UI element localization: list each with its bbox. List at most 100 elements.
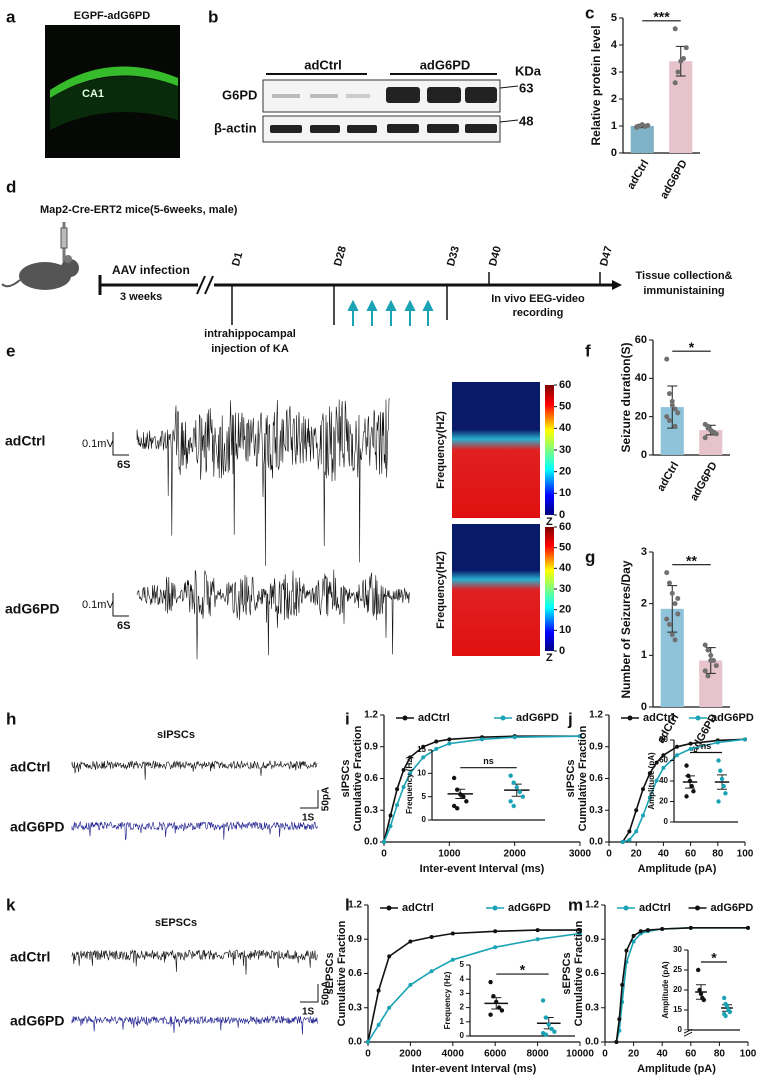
y-axis-label: sIPSCs [565,760,577,798]
eeg-label: recording [513,307,564,319]
bands [270,87,497,133]
series-marker [624,948,629,953]
colorbar-tick-label: 60 [559,379,571,391]
series-marker [395,787,400,792]
colorbar-tick-label: 60 [559,521,571,533]
colorbar [545,527,554,651]
blot [262,115,501,143]
day-label: D28 [332,245,349,268]
y-axis-label: sEPSCs [324,952,336,994]
series-marker [401,784,406,789]
region-label: CA1 [82,88,104,100]
data-point [702,642,708,648]
panel-letter: e [6,341,15,360]
y-axis-label: Amplitude (pA) [661,961,670,1019]
data-point [686,773,691,779]
data-point [687,778,693,784]
y-tick-label: 4 [611,39,618,51]
series-marker [641,813,645,818]
series-marker [645,928,650,933]
y-tick-label: 1 [611,120,617,132]
data-point [666,621,672,627]
panel-letter: c [585,3,594,22]
y-tick-label: 2 [641,598,647,610]
data-point [514,785,519,790]
series-marker [408,771,413,776]
timeline-break [196,275,214,295]
data-point [669,632,675,638]
panel-letter: k [6,895,16,914]
colorbar-label: Z [546,652,553,664]
y-tick-label: 0.9 [589,741,603,752]
series-marker [647,795,652,800]
series-marker [387,954,392,959]
legend-label: adG6PD [711,712,754,724]
significance-label: *** [653,9,670,25]
series-marker [395,802,400,807]
category-label: adCtrl [655,460,681,494]
data-point [543,1015,549,1020]
y-tick-label: 25 [673,965,682,974]
data-point [552,1029,557,1034]
data-point [716,758,721,763]
colorbar-tick-label: 30 [559,444,571,456]
series-marker [743,737,747,742]
series-marker [434,739,439,744]
y-axis-label: Cumulative Fraction [577,725,589,831]
series-marker [661,765,666,770]
colorbar-tick-label: 0 [559,509,565,521]
data-point [458,792,463,797]
series-marker [578,928,582,933]
data-point [664,570,670,576]
series-marker [675,753,679,758]
y-tick-label: 4 [460,974,465,983]
data-point [451,775,457,781]
colorbar-tick-label: 50 [559,401,571,413]
series-marker [387,1005,392,1010]
series-line [622,738,746,843]
y-tick-label: 0 [611,147,617,159]
colorbar-tick-label: 40 [559,562,571,574]
series-line [615,927,748,1043]
group-label: adCtrl [5,433,45,449]
y-tick-label: 1.2 [585,900,599,911]
series-marker [493,929,498,934]
series-marker [688,746,693,751]
data-point [718,768,723,773]
y-tick-label: 1 [641,649,647,661]
data-point [681,56,687,61]
y-tick-label: 40 [635,372,647,384]
x-axis-label: Inter-event Interval (ms) [420,863,545,875]
series-marker [631,933,636,938]
time-label: 6S [117,459,130,471]
series-marker [614,1040,619,1044]
data-point [672,406,678,412]
x-tick-label: 0 [602,1049,608,1060]
group-label: adCtrl [10,759,50,775]
data-point [496,1005,502,1010]
data-point [672,601,678,607]
y-tick-label: 0 [678,1025,683,1034]
panel-letter: g [585,547,595,566]
freq-label: Frequency(HZ) [435,411,447,489]
size-label: 63 [519,80,533,95]
data-point [669,398,675,404]
spectrogram [452,382,540,518]
series-marker [578,931,582,936]
y-tick-label: 1 [460,1017,465,1026]
group-label: adG6PD [5,601,59,617]
series-marker [429,934,434,939]
y-tick-label: 60 [659,756,668,765]
time-label: 6S [117,620,130,632]
data-point [454,806,460,811]
data-point [672,423,678,429]
scale-bar [300,790,319,809]
x-tick-label: 40 [658,849,670,860]
data-point [698,991,704,997]
y-axis-label: Number of Seizures/Day [619,560,633,698]
legend-marker [695,715,701,721]
significance-label: * [520,962,526,978]
axis-break [684,1030,692,1036]
x-tick-label: 80 [712,849,724,860]
